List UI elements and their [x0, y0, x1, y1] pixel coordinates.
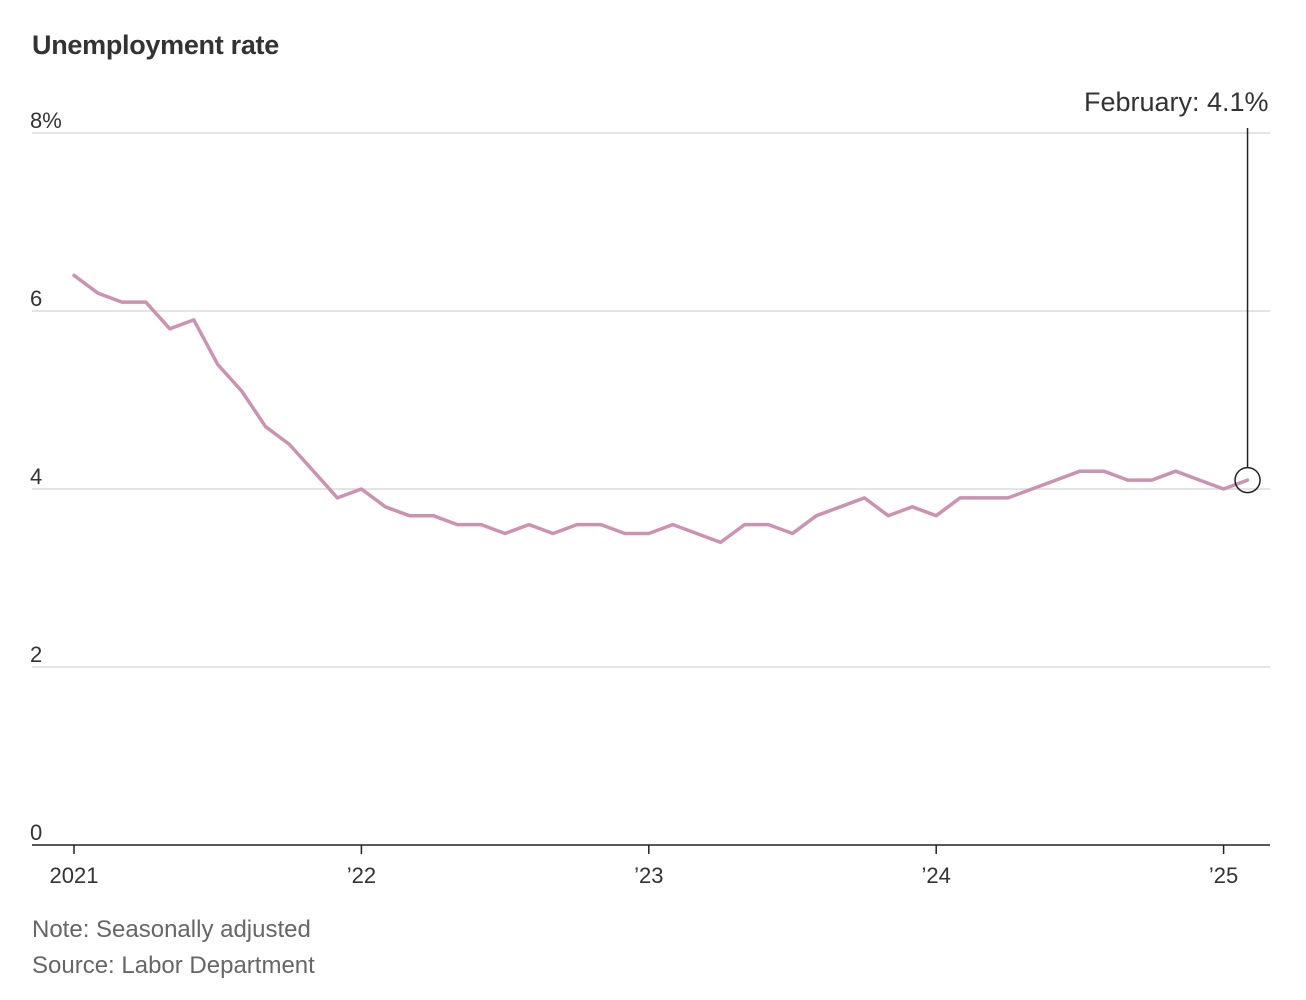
chart-title: Unemployment rate: [32, 30, 279, 60]
x-tick-label: ’22: [347, 863, 376, 888]
y-tick-label: 6: [30, 286, 42, 311]
y-tick-label: 0: [30, 820, 42, 845]
data-points: [74, 275, 1248, 542]
y-tick-label: 4: [30, 464, 42, 489]
x-tick-label: ’24: [922, 863, 951, 888]
x-tick-label: ’23: [634, 863, 663, 888]
x-tick-label: 2021: [50, 863, 99, 888]
series-line-unemployment: [72, 273, 1250, 545]
annotation-marker: [1234, 466, 1261, 494]
annotation-label: February: 4.1%: [1084, 87, 1269, 117]
x-axis-ticks: 2021 ’22 ’23 ’24 ’25: [50, 845, 1238, 888]
footnote-source: Source: Labor Department: [32, 952, 315, 979]
footnote-note: Note: Seasonally adjusted: [32, 916, 311, 943]
y-tick-label: 2: [30, 642, 42, 667]
grid-lines: [32, 132, 1270, 668]
x-tick-label: ’25: [1209, 863, 1238, 888]
y-tick-label: 8%: [30, 108, 62, 133]
y-axis-ticks: 8% 6 4 2 0: [30, 108, 62, 845]
